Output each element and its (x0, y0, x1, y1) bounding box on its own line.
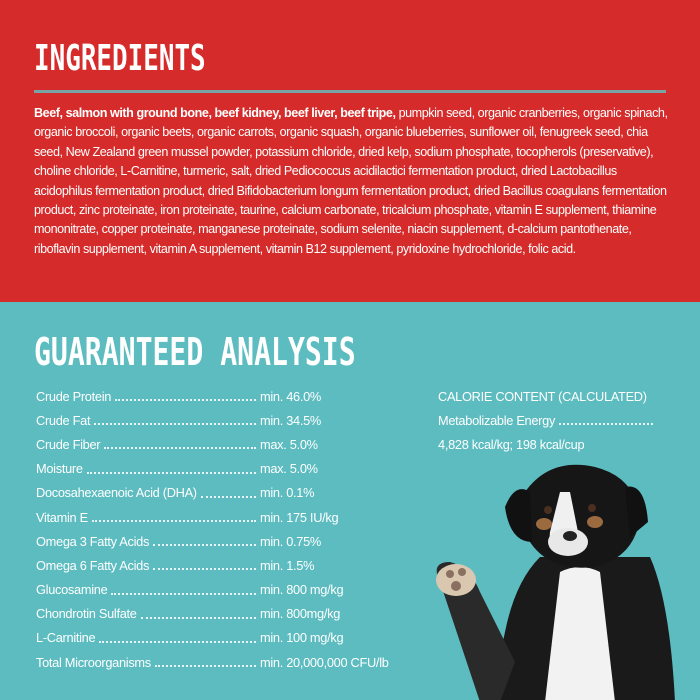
nutrient-name: Total Microorganisms (36, 654, 151, 670)
calorie-content: CALORIE CONTENT (CALCULATED) Metabolizab… (438, 384, 668, 456)
leader (154, 665, 256, 668)
ingredients-rest: pumpkin seed, organic cranberries, organ… (34, 106, 668, 256)
nutrient-name: Omega 6 Fatty Acids (36, 557, 150, 573)
nutrient-value: max. 5.0% (260, 436, 318, 452)
analysis-row: Moisture max. 5.0% (36, 457, 426, 481)
leader (91, 520, 256, 523)
nutrient-name: Moisture (36, 461, 83, 477)
analysis-row: Crude Fiber max. 5.0% (36, 432, 426, 456)
puppy-illustration (436, 464, 675, 700)
divider (34, 90, 666, 93)
leader (111, 592, 256, 595)
analysis-table: Crude Protein min. 46.0% Crude Fat min. 34.… (36, 384, 426, 674)
nutrient-value: min. 800mg/kg (260, 606, 341, 622)
analysis-row: L-Carnitine min. 100 mg/kg (36, 626, 426, 650)
nutrient-name: L-Carnitine (36, 630, 96, 646)
nutrient-value: min. 100 mg/kg (260, 630, 344, 646)
nutrient-name: Crude Protein (36, 388, 112, 404)
analysis-row: Crude Protein min. 46.0% (36, 384, 426, 408)
ingredients-bold: Beef, salmon with ground bone, beef kidn… (34, 106, 396, 120)
analysis-row: Vitamin E min. 175 IU/kg (36, 505, 426, 529)
analysis-row: Omega 3 Fatty Acids min. 0.75% (36, 529, 426, 553)
leader (200, 495, 256, 498)
leader (115, 399, 256, 402)
leader (104, 447, 256, 450)
analysis-title: GUARANTEED ANALYSIS (34, 330, 356, 374)
ingredients-section (0, 0, 700, 302)
analysis-row: Chondrotin Sulfate min. 800mg/kg (36, 602, 426, 626)
leader (153, 544, 256, 547)
calorie-label-text: Metabolizable Energy (438, 412, 556, 428)
nutrient-name: Crude Fat (36, 412, 91, 428)
calorie-label: Metabolizable Energy (438, 408, 668, 432)
nutrient-name: Glucosamine (36, 582, 108, 598)
analysis-row: Total Microorganisms min. 20,000,000 CFU/… (36, 650, 426, 674)
ingredients-title: INGREDIENTS (34, 38, 206, 79)
nutrient-name: Omega 3 Fatty Acids (36, 533, 150, 549)
nutrient-name: Chondrotin Sulfate (36, 606, 137, 622)
ingredients-text: Beef, salmon with ground bone, beef kidn… (34, 104, 674, 259)
nutrient-value: min. 20,000,000 CFU/lb (260, 654, 389, 670)
analysis-row: Docosahexaenoic Acid (DHA) min. 0.1% (36, 481, 426, 505)
nutrient-name: Docosahexaenoic Acid (DHA) (36, 485, 197, 501)
nutrient-value: min. 0.75% (260, 533, 322, 549)
nutrient-value: min. 800 mg/kg (260, 582, 344, 598)
nutrient-value: max. 5.0% (260, 461, 318, 477)
nutrient-value: min. 0.1% (260, 485, 315, 501)
leader (140, 616, 256, 619)
nutrient-value: min. 34.5% (260, 412, 322, 428)
analysis-row: Omega 6 Fatty Acids min. 1.5% (36, 553, 426, 577)
leader (94, 423, 256, 426)
leader (99, 640, 256, 643)
calorie-value: 4,828 kcal/kg; 198 kcal/cup (438, 436, 585, 452)
leader (86, 471, 256, 474)
nutrient-name: Vitamin E (36, 509, 88, 525)
nutrient-value: min. 1.5% (260, 557, 315, 573)
analysis-row: Crude Fat min. 34.5% (36, 408, 426, 432)
leader (153, 568, 256, 571)
nutrient-value: min. 46.0% (260, 388, 322, 404)
analysis-row: Glucosamine min. 800 mg/kg (36, 578, 426, 602)
nutrient-name: Crude Fiber (36, 436, 101, 452)
nutrient-value: min. 175 IU/kg (260, 509, 339, 525)
calorie-heading: CALORIE CONTENT (CALCULATED) (438, 388, 647, 404)
leader (559, 423, 654, 425)
